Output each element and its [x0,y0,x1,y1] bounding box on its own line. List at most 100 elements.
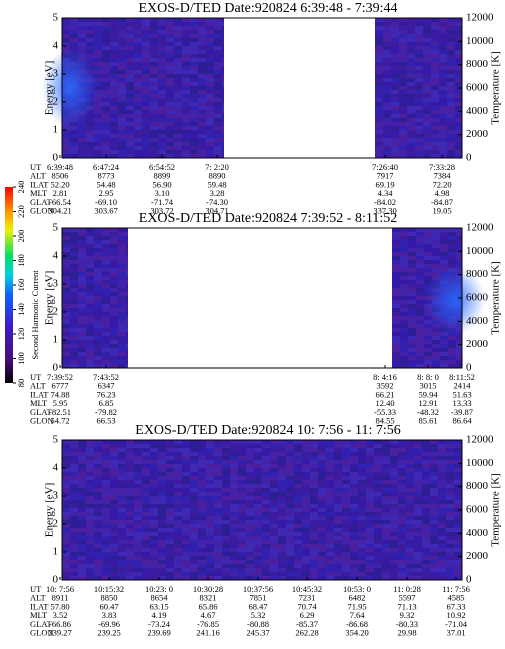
spectrogram-cell [190,536,198,540]
spectrogram-cell [102,264,110,268]
spectrogram-cell [454,540,462,544]
spectrogram-cell [390,564,398,568]
spectrogram-cell [126,288,128,292]
spectrogram-cell [447,82,455,86]
spectrogram-cell [166,492,174,496]
spectrogram-cell [230,476,238,480]
spectrogram-cell [238,524,246,528]
spectrogram-cell [142,572,150,576]
ephemeris-value: 3.10 [155,188,170,198]
spectrogram-cell [174,528,182,532]
spectrogram-cell [62,500,70,504]
spectrogram-cell [102,356,110,360]
spectrogram-cell [118,86,126,90]
spectrogram-cell [214,94,222,98]
spectrogram-cell [70,576,78,580]
spectrogram-cell [190,564,198,568]
spectrogram-cell [455,150,462,154]
spectrogram-cell [440,228,448,232]
spectrogram-cell [126,150,134,154]
spectrogram-cell [415,122,423,126]
spectrogram-cell [392,264,400,268]
spectrogram-cell [375,50,383,54]
spectrogram-cell [94,114,102,118]
spectrogram-cell [447,126,455,130]
spectrogram-cell [446,552,454,556]
spectrogram-cell [198,26,206,30]
spectrogram-cell [350,536,358,540]
spectrogram-cell [142,62,150,66]
spectrogram-cell [70,256,78,260]
spectrogram-cell [454,492,462,496]
spectrogram-cell [198,74,206,78]
spectrogram-cell [62,516,70,520]
colorbar-tick-label: 200 [16,230,26,243]
spectrogram-cell [390,520,398,524]
spectrogram-cell [86,308,94,312]
spectrogram-cell [206,448,214,452]
spectrogram-cell [94,98,102,102]
spectrogram-cell [70,460,78,464]
spectrogram-cell [158,444,166,448]
spectrogram-cell [416,244,424,248]
spectrogram-cell [416,316,424,320]
spectrogram-cell [222,548,230,552]
spectrogram-cell [198,476,206,480]
spectrogram-cell [455,90,462,94]
spectrogram-cell [416,296,424,300]
spectrogram-cell [407,18,415,22]
spectrogram-cell [102,352,110,356]
spectrogram-cell [110,62,118,66]
spectrogram-cell [198,516,206,520]
spectrogram-cell [238,536,246,540]
spectrogram-cell [70,344,78,348]
spectrogram-cell [326,448,334,452]
spectrogram-cell [102,556,110,560]
spectrogram-cell [294,492,302,496]
spectrogram-cell [432,352,440,356]
spectrogram-cell [326,472,334,476]
spectrogram-cell [78,496,86,500]
spectrogram-cell [424,260,432,264]
spectrogram-cell [158,46,166,50]
spectrogram-cell [150,74,158,78]
spectrogram-cell [126,576,134,580]
spectrogram-cell [383,138,391,142]
spectrogram-cell [134,460,142,464]
spectrogram-cell [214,544,222,548]
spectrogram-cell [190,26,198,30]
spectrogram-cell [310,440,318,444]
spectrogram-cell [214,508,222,512]
spectrogram-cell [254,552,262,556]
spectrogram-cell [400,364,408,368]
spectrogram-cell [278,560,286,564]
spectrogram-cell [310,564,318,568]
spectrogram-cell [439,30,447,34]
spectrogram-cell [102,576,110,580]
spectrogram-cell [190,122,198,126]
ephemeris-row-label: ILAT [30,389,49,399]
spectrogram-cell [70,22,78,26]
spectrogram-cell [399,114,407,118]
spectrogram-cell [358,504,366,508]
ephemeris-value: 4.34 [378,188,394,198]
spectrogram-cell [190,560,198,564]
spectrogram-cell [374,572,382,576]
y-tick-label: 3 [53,278,59,290]
y2-tick-label: 2000 [466,550,489,562]
spectrogram-cell [456,256,462,260]
spectrogram-cell [150,484,158,488]
spectrogram-cell [447,118,455,122]
spectrogram-cell [190,22,198,26]
spectrogram-cell [375,98,383,102]
spectrogram-cell [62,228,70,232]
spectrogram-cell [86,460,94,464]
spectrogram-cell [206,452,214,456]
spectrogram-cell [374,504,382,508]
y2-tick-label: 2000 [466,338,489,350]
spectrogram-cell [94,106,102,110]
spectrogram-cell [182,472,190,476]
spectrogram-cell [182,138,190,142]
spectrogram-cell [334,476,342,480]
spectrogram-cell [390,536,398,540]
